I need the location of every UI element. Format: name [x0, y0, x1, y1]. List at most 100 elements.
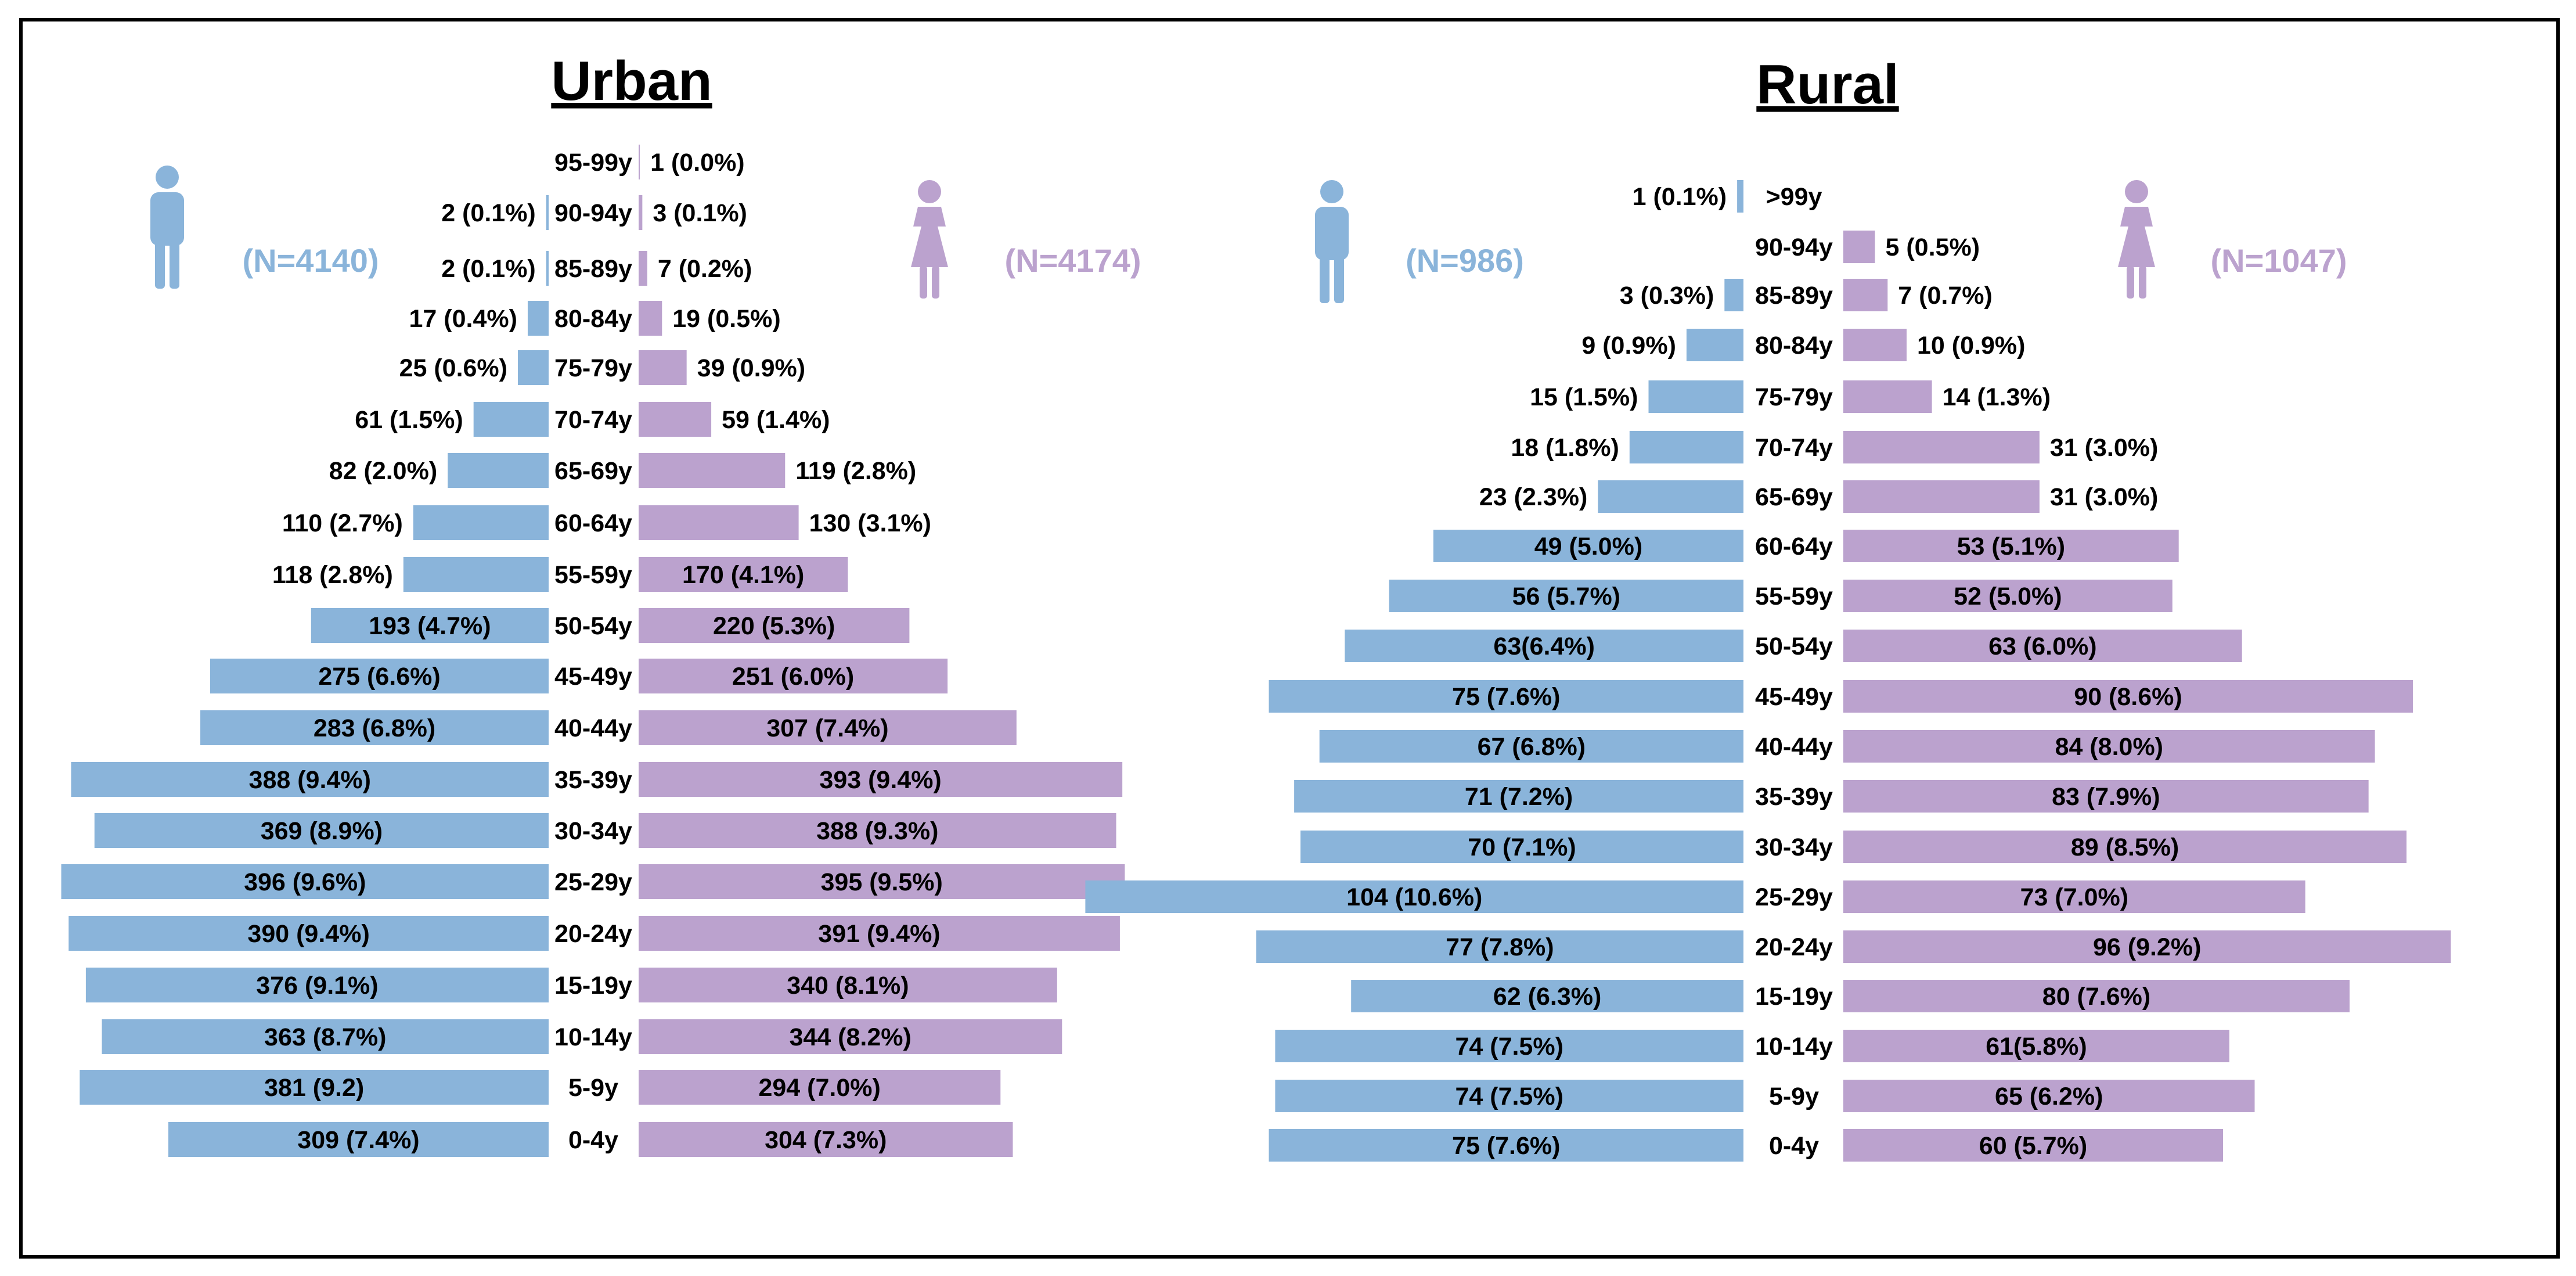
rural-female-bar [1843, 630, 2242, 662]
urban-female-value-label: 340 (8.1%) [787, 972, 909, 1000]
urban-male-bar [311, 608, 549, 643]
urban-female-bar [639, 1070, 1001, 1105]
urban-female-bar [639, 145, 640, 179]
rural-age-label: 35-39y [1755, 783, 1833, 811]
rural-male-bar [1345, 630, 1743, 662]
female-person-icon [2118, 180, 2155, 299]
rural-female-bar [1843, 930, 2451, 963]
rural-male-value-label: 77 (7.8%) [1446, 933, 1554, 961]
rural-male-bar [1433, 530, 1743, 562]
rural-female-value-label: 52 (5.0%) [1954, 583, 2062, 610]
urban-female-bar [639, 762, 1123, 797]
female-person-icon [911, 180, 948, 299]
rural-age-label: 10-14y [1755, 1033, 1833, 1061]
urban-age-label: 70-74y [554, 406, 632, 434]
rural-male-bar [1269, 1129, 1743, 1162]
rural-age-label: 30-34y [1755, 833, 1833, 861]
urban-female-bar [639, 659, 948, 693]
rural-female-value-label: 14 (1.3%) [1943, 383, 2051, 411]
rural-male-value-label: 104 (10.6%) [1346, 883, 1482, 911]
urban-age-label: 90-94y [554, 199, 632, 227]
rural-male-value-label: 49 (5.0%) [1534, 533, 1642, 560]
rural-male-bar [1256, 930, 1743, 963]
rural-female-value-label: 89 (8.5%) [2071, 833, 2179, 861]
rural-male-value-label: 71 (7.2%) [1465, 783, 1573, 811]
rural-male-value-label: 74 (7.5%) [1455, 1033, 1563, 1061]
urban-female-bar [639, 301, 662, 336]
rural-female-value-label: 10 (0.9%) [1917, 332, 2025, 360]
urban-male-bar [168, 1122, 549, 1157]
urban-male-bar [71, 762, 549, 797]
rural-age-label: >99y [1766, 183, 1822, 211]
urban-male-value-label: 25 (0.6%) [399, 354, 507, 382]
rural-male-value-label: 75 (7.6%) [1452, 683, 1560, 711]
rural-age-label: 50-54y [1755, 632, 1833, 660]
urban-female-value-label: 1 (0.0%) [650, 149, 745, 177]
urban-age-label: 95-99y [554, 149, 632, 177]
rural-pyramid: Rural (N=986) (N=1047) >99y 1 (0.1%) 90-94… [1085, 53, 2451, 1162]
urban-female-value-label: 7 (0.2%) [658, 255, 752, 283]
rural-male-bar [1629, 431, 1743, 463]
urban-male-bar [210, 659, 549, 693]
rural-female-bar [1843, 329, 1907, 361]
urban-age-label: 80-84y [554, 305, 632, 333]
urban-male-value-label: 61 (1.5%) [355, 406, 463, 434]
urban-male-value-label: 110 (2.7%) [282, 509, 403, 537]
rural-age-label: 45-49y [1755, 683, 1833, 711]
urban-female-value-label: 307 (7.4%) [766, 714, 888, 742]
urban-male-value-label: 363 (8.7%) [264, 1023, 386, 1051]
rural-age-label: 0-4y [1769, 1132, 1819, 1160]
urban-male-value-label: 381 (9.2) [264, 1074, 364, 1102]
rural-male-bar [1648, 380, 1743, 413]
urban-male-bar [80, 1070, 549, 1105]
rural-age-label: 70-74y [1755, 434, 1833, 462]
urban-male-value-label: 118 (2.8%) [272, 561, 393, 589]
rural-male-value-label: 15 (1.5%) [1530, 383, 1638, 411]
urban-female-bar [639, 557, 848, 592]
urban-male-bar [69, 916, 549, 951]
urban-male-value-label: 2 (0.1%) [441, 255, 536, 283]
urban-female-bar [639, 710, 1017, 745]
rural-female-bar [1843, 530, 2179, 562]
rural-female-value-label: 90 (8.6%) [2074, 683, 2182, 711]
rural-male-bar [1686, 329, 1743, 361]
rural-female-value-label: 31 (3.0%) [2050, 434, 2158, 462]
urban-female-bar [639, 453, 786, 488]
urban-female-value-label: 170 (4.1%) [682, 561, 804, 589]
urban-age-label: 15-19y [554, 972, 632, 1000]
urban-male-bar [200, 710, 549, 745]
rural-age-label: 80-84y [1755, 332, 1833, 360]
rural-female-bar [1843, 880, 2305, 913]
urban-female-bar [639, 608, 910, 643]
rural-male-bar [1085, 880, 1743, 913]
urban-male-value-label: 82 (2.0%) [329, 457, 437, 485]
urban-female-bar [639, 916, 1120, 951]
rural-female-bar [1843, 380, 1932, 413]
urban-male-bar [413, 505, 549, 540]
urban-male-bar [403, 557, 549, 592]
male-person-icon [150, 166, 184, 289]
urban-female-value-label: 19 (0.5%) [672, 305, 780, 333]
rural-female-bar [1843, 680, 2413, 713]
urban-female-bar [639, 1122, 1013, 1157]
rural-female-value-label: 96 (9.2%) [2093, 933, 2201, 961]
rural-female-bar [1843, 780, 2369, 813]
rural-female-value-label: 53 (5.1%) [1957, 533, 2065, 560]
rural-age-label: 85-89y [1755, 282, 1833, 310]
urban-female-value-label: 393 (9.4%) [819, 766, 941, 794]
rural-male-value-label: 18 (1.8%) [1511, 434, 1619, 462]
urban-female-value-label: 294 (7.0%) [758, 1074, 880, 1102]
rural-male-bar [1275, 1080, 1743, 1112]
rural-male-bar [1319, 730, 1743, 763]
urban-male-value-label: 2 (0.1%) [441, 199, 536, 227]
urban-male-bar [61, 864, 549, 899]
rural-age-label: 60-64y [1755, 533, 1833, 560]
rural-female-bar [1843, 480, 2040, 513]
rural-female-value-label: 65 (6.2%) [1995, 1083, 2103, 1110]
urban-female-bar [639, 350, 687, 385]
rural-female-value-label: 60 (5.7%) [1979, 1132, 2087, 1160]
rural-female-value-label: 63 (6.0%) [1988, 632, 2096, 660]
rural-female-value-label: 61(5.8%) [1986, 1033, 2087, 1061]
rural-age-label: 90-94y [1755, 233, 1833, 261]
urban-female-value-label: 391 (9.4%) [818, 920, 940, 948]
